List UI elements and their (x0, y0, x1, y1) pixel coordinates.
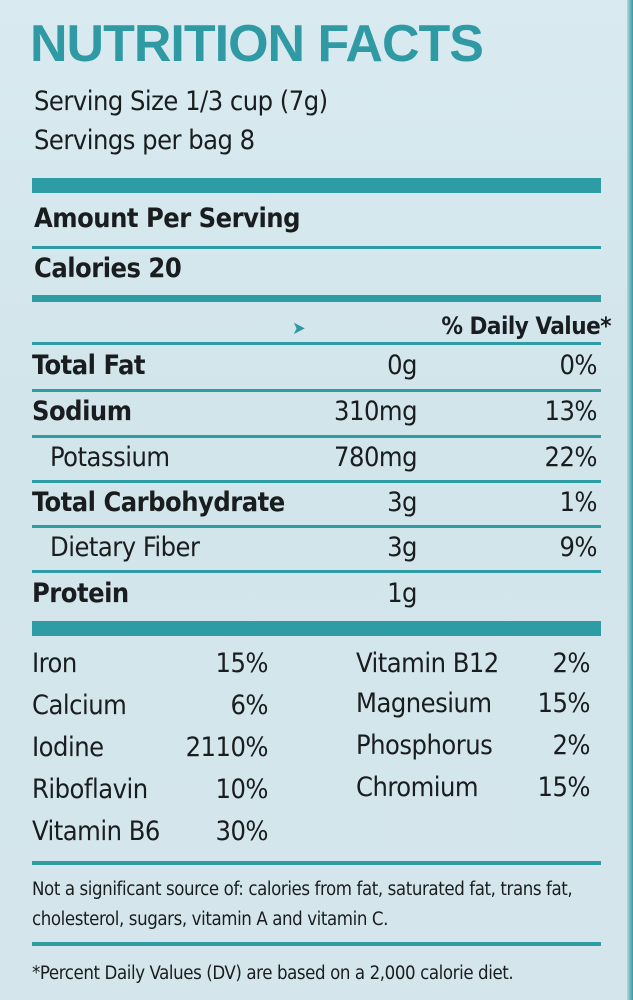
vitamin-row-magnesium: Magnesium 15% (356, 688, 590, 728)
vitamin-value: 15% (215, 648, 269, 679)
vitamin-name: Vitamin B12 (356, 648, 499, 679)
divider (32, 389, 601, 392)
divider (32, 861, 601, 865)
nutrient-name: Protein (32, 578, 129, 609)
divider (32, 246, 601, 249)
nutrient-name: Total Fat (32, 350, 145, 381)
vitamin-row-calcium: Calcium 6% (32, 690, 268, 730)
nutrient-amount: 0g (387, 350, 417, 381)
footnote-line-2: cholesterol, sugars, vitamin A and vitam… (32, 909, 388, 930)
nutrient-dv: 0% (559, 350, 597, 381)
vitamin-row-phosphorus: Phosphorus 2% (356, 730, 590, 770)
medium-divider (32, 295, 601, 302)
label-title: NUTRITION FACTS (30, 15, 484, 73)
nutrient-dv: 9% (559, 532, 597, 563)
vitamin-row-riboflavin: Riboflavin 10% (32, 774, 268, 814)
vitamin-row-vitamin-b6: Vitamin B6 30% (32, 816, 268, 856)
package-edge (627, 0, 633, 1000)
vitamin-value: 2110% (185, 732, 269, 763)
nutrient-name: Sodium (32, 396, 132, 427)
vitamin-value: 2% (552, 730, 590, 761)
nutrient-name: Dietary Fiber (50, 532, 200, 563)
vitamin-name: Riboflavin (32, 774, 148, 805)
nutrient-amount: 3g (387, 487, 417, 518)
daily-value-header: % Daily Value* (441, 312, 611, 340)
nutrient-name: Potassium (50, 442, 170, 473)
vitamin-name: Iodine (32, 732, 104, 763)
vitamin-name: Calcium (32, 690, 127, 721)
nutrient-row-potassium: Potassium 780mg 22% (32, 438, 597, 478)
thick-divider (32, 178, 601, 193)
vitamin-name: Phosphorus (356, 730, 493, 761)
divider (32, 435, 601, 438)
vitamin-value: 15% (537, 772, 591, 803)
divider (32, 342, 601, 345)
nutrient-row-total-fat: Total Fat 0g 0% (32, 346, 597, 386)
vitamin-name: Chromium (356, 772, 479, 803)
vitamin-row-iodine: Iodine 2110% (32, 732, 269, 772)
nutrient-amount: 780mg (334, 442, 417, 473)
vitamin-row-chromium: Chromium 15% (356, 772, 590, 812)
vitamin-row-iron: Iron 15% (32, 648, 268, 688)
servings-per-container: Servings per bag 8 (34, 125, 255, 156)
divider (32, 942, 601, 946)
vitamin-name: Iron (32, 648, 77, 679)
serving-size: Serving Size 1/3 cup (7g) (34, 86, 328, 117)
nutrient-dv: 22% (544, 442, 598, 473)
divider (32, 480, 601, 483)
footnote-line-1: Not a significant source of: calories fr… (32, 879, 573, 900)
nutrient-amount: 310mg (334, 396, 417, 427)
vitamin-value: 6% (230, 690, 268, 721)
vitamin-row-vitamin-b12: Vitamin B12 2% (356, 648, 590, 688)
divider (32, 570, 601, 573)
divider (32, 525, 601, 528)
vitamin-name: Magnesium (356, 688, 492, 719)
daily-value-footnote: *Percent Daily Values (DV) are based on … (32, 963, 514, 984)
nutrient-amount: 3g (387, 532, 417, 563)
calories: Calories 20 (34, 253, 182, 284)
nutrient-row-dietary-fiber: Dietary Fiber 3g 9% (32, 528, 597, 568)
nutrient-amount: 1g (387, 578, 417, 609)
vitamin-value: 15% (537, 688, 591, 719)
decorative-mark: ➤ (292, 318, 306, 339)
vitamin-value: 30% (215, 816, 269, 847)
nutrient-row-total-carbohydrate: Total Carbohydrate 3g 1% (32, 483, 597, 523)
nutrient-dv: 13% (544, 396, 598, 427)
vitamin-name: Vitamin B6 (32, 816, 160, 847)
thick-divider (32, 621, 601, 636)
amount-per-serving-heading: Amount Per Serving (34, 203, 300, 234)
nutrient-name: Total Carbohydrate (32, 487, 285, 518)
nutrient-row-protein: Protein 1g (32, 574, 597, 614)
vitamin-value: 10% (215, 774, 269, 805)
nutrient-row-sodium: Sodium 310mg 13% (32, 392, 597, 432)
vitamin-value: 2% (552, 648, 590, 679)
nutrient-dv: 1% (559, 487, 597, 518)
